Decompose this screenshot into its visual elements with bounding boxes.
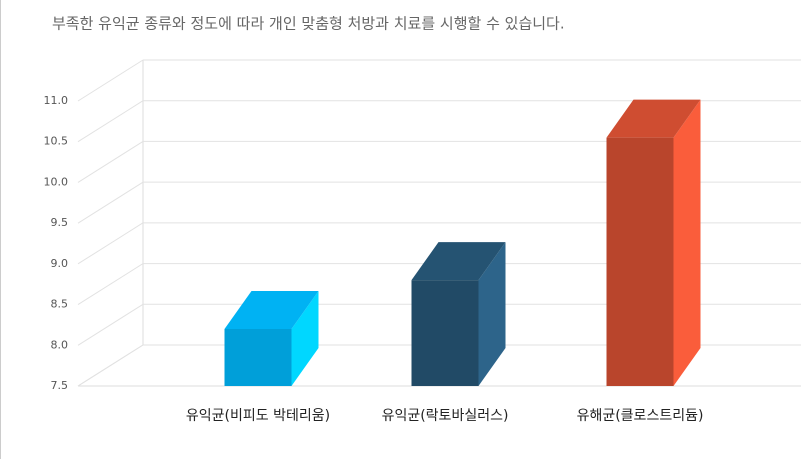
grid-line	[77, 344, 144, 387]
x-tick-label: 유익균(비피도 박테리움)	[186, 408, 330, 424]
bar	[411, 280, 479, 386]
y-tick-label: 11.0	[44, 94, 69, 107]
y-tick-label: 7.5	[51, 379, 69, 392]
grid-line	[77, 181, 144, 224]
y-tick-label: 9.0	[51, 257, 69, 270]
y-tick-label: 9.5	[51, 216, 69, 229]
grid-line	[77, 263, 144, 305]
bar-side	[478, 242, 506, 386]
y-tick-label: 8.0	[51, 338, 69, 351]
bar	[224, 329, 292, 386]
y-tick-label: 8.5	[51, 298, 69, 311]
bar-top	[606, 99, 701, 138]
bar-side	[673, 99, 701, 387]
bar	[606, 137, 674, 386]
x-tick-label: 유익균(락토바실러스)	[382, 408, 509, 424]
y-tick-label: 10.0	[44, 175, 69, 188]
y-tick-label: 10.5	[44, 135, 69, 148]
grid-line	[77, 59, 144, 102]
x-tick-label: 유해균(클로스트리듐)	[577, 408, 704, 424]
grid-line	[77, 141, 144, 183]
bar-top	[411, 242, 506, 281]
grid-line	[77, 303, 144, 346]
grid-line	[77, 222, 144, 265]
bar-top	[224, 291, 319, 329]
grid-line	[77, 100, 144, 143]
chart-title: 부족한 유익균 종류와 정도에 따라 개인 맞춤형 처방과 치료를 시행할 수 …	[52, 15, 565, 33]
bar-side	[291, 291, 319, 386]
